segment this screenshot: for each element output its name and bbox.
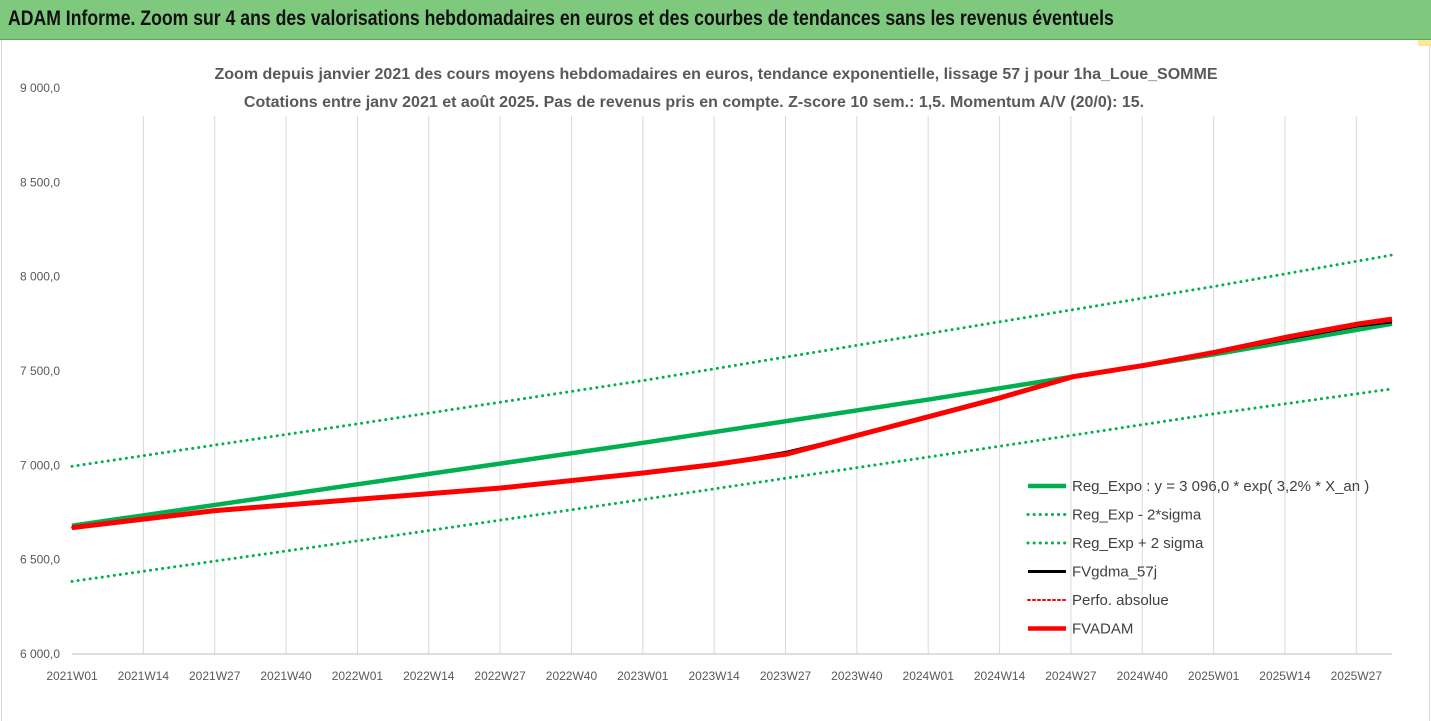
x-tick-label: 2021W14 (118, 669, 170, 683)
y-tick-label: 8 000,0 (20, 270, 60, 284)
trend-chart: 2021W01 2021W14 2021W27 2021W40 2022W01 2022W… (1, 40, 1431, 721)
x-tick-label: 2025W27 (1331, 669, 1383, 683)
legend-label-1: Reg_Exp - 2*sigma (1072, 507, 1202, 524)
report-banner: ADAM Informe. Zoom sur 4 ans des valoris… (0, 0, 1431, 40)
y-tick-label: 8 500,0 (20, 175, 60, 189)
corner-marker (1418, 40, 1431, 46)
x-tick-label: 2024W14 (974, 669, 1026, 683)
x-tick-label: 2021W27 (189, 669, 241, 683)
legend-label-2: Reg_Exp + 2 sigma (1072, 535, 1204, 552)
x-tick-label: 2025W01 (1188, 669, 1240, 683)
x-tick-label: 2024W27 (1045, 669, 1097, 683)
chart-title: Zoom depuis janvier 2021 des cours moyen… (215, 66, 1218, 83)
x-tick-label: 2022W40 (546, 669, 598, 683)
y-tick-label: 9 000,0 (20, 81, 60, 95)
chart-subtitle: Cotations entre janv 2021 et août 2025. … (244, 94, 1144, 111)
axes: 2021W01 2021W14 2021W27 2021W40 2022W01 2022W… (20, 81, 1392, 683)
legend-label-4: Perfo. absolue (1072, 592, 1169, 609)
y-tick-label: 6 500,0 (20, 553, 60, 567)
x-tick-label: 2022W14 (403, 669, 455, 683)
series-line-0 (71, 321, 1393, 528)
x-tick-label: 2024W01 (903, 669, 955, 683)
y-tick-label: 6 000,0 (20, 647, 60, 661)
x-tick-label: 2023W40 (831, 669, 883, 683)
chart-frame: 2021W01 2021W14 2021W27 2021W40 2022W01 2022W… (0, 40, 1431, 721)
series-line-2 (70, 253, 1394, 468)
series-line-4 (71, 319, 1393, 529)
legend-label-0: Reg_Expo : y = 3 096,0 * exp( 3,2% * X_a… (1072, 478, 1369, 495)
legend: Reg_Expo : y = 3 096,0 * exp( 3,2% * X_a… (1026, 478, 1369, 638)
x-tick-label: 2023W14 (688, 669, 740, 683)
x-tick-label: 2025W14 (1259, 669, 1311, 683)
report-title: ADAM Informe. Zoom sur 4 ans des valoris… (8, 7, 1114, 30)
grid (142, 116, 1357, 654)
x-tick-label: 2022W27 (474, 669, 526, 683)
series-group (70, 253, 1394, 583)
x-tick-label: 2023W27 (760, 669, 812, 683)
x-tick-label: 2023W01 (617, 669, 669, 683)
legend-label-3: FVgdma_57j (1072, 564, 1157, 581)
legend-label-5: FVADAM (1072, 621, 1133, 638)
y-tick-label: 7 000,0 (20, 458, 60, 472)
x-tick-label: 2024W40 (1117, 669, 1169, 683)
x-tick-label: 2022W01 (332, 669, 384, 683)
y-tick-label: 7 500,0 (20, 364, 60, 378)
x-tick-label: 2021W40 (260, 669, 312, 683)
x-tick-label: 2021W01 (46, 669, 98, 683)
